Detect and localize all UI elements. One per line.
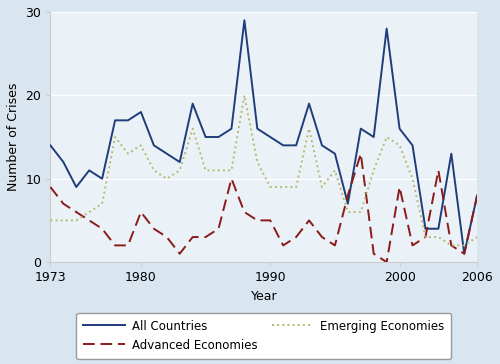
X-axis label: Year: Year: [250, 290, 277, 302]
Y-axis label: Number of Crises: Number of Crises: [7, 83, 20, 191]
Legend: All Countries, Advanced Economies, Emerging Economies: All Countries, Advanced Economies, Emerg…: [76, 313, 452, 359]
